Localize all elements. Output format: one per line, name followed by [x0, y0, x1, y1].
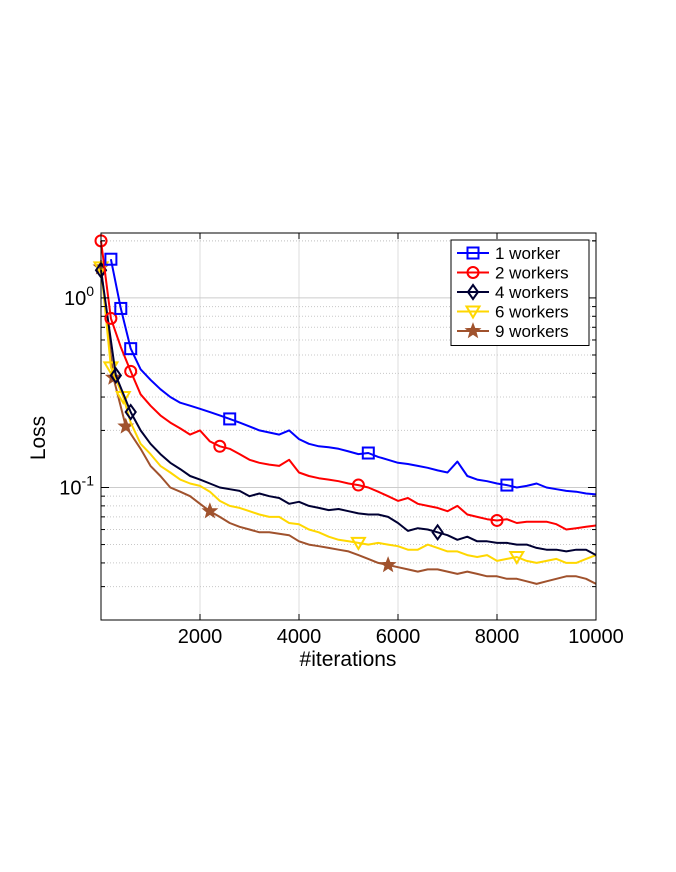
data-point-marker — [466, 283, 480, 301]
legend-label: 4 workers — [495, 283, 569, 302]
data-point-marker — [490, 513, 504, 527]
y-axis-label: Loss — [27, 416, 50, 460]
data-point-marker — [124, 403, 137, 421]
series-2-workers — [94, 234, 597, 531]
legend-entry: 2 workers — [457, 264, 569, 283]
legend-label: 1 worker — [495, 244, 561, 263]
legend-entry: 9 workers — [457, 322, 569, 341]
data-point-marker — [464, 305, 482, 320]
data-point-marker — [124, 342, 138, 356]
data-point-marker — [361, 446, 375, 460]
data-point-marker — [124, 364, 138, 378]
legend-label: 2 workers — [495, 264, 569, 283]
data-point-marker — [109, 366, 123, 385]
series-line — [100, 270, 597, 556]
data-point-marker — [104, 368, 122, 385]
x-tick-label: 8000 — [475, 626, 520, 648]
data-point-marker — [114, 301, 128, 315]
series-line — [100, 240, 597, 531]
data-point-marker — [431, 523, 444, 542]
legend-entry: 4 workers — [457, 283, 569, 302]
data-point-marker — [223, 412, 237, 426]
tick-labels: 2000 4000 6000 8000 10000 100 10-1 — [59, 283, 624, 648]
axes — [100, 232, 597, 621]
data-point-marker — [508, 550, 526, 565]
data-point-marker — [201, 502, 219, 519]
series-line — [109, 259, 597, 496]
series-line — [100, 267, 597, 585]
legend-entry: 6 workers — [457, 303, 569, 322]
data-point-marker — [104, 311, 118, 325]
data-point-marker — [213, 439, 227, 453]
data-point-marker — [466, 246, 480, 260]
data-point-marker — [500, 478, 514, 492]
legend-entry: 1 worker — [457, 244, 561, 263]
data-point-marker — [466, 266, 480, 279]
plot-frame — [100, 232, 597, 621]
x-axis-label: #iterations — [300, 648, 397, 671]
series-layer — [92, 234, 597, 585]
data-point-marker — [104, 252, 118, 266]
x-tick-label: 6000 — [376, 626, 421, 648]
series-1-worker — [104, 252, 597, 496]
legend-label: 9 workers — [495, 322, 569, 341]
legend-label: 6 workers — [495, 303, 569, 322]
data-point-marker — [350, 536, 367, 551]
y-tick-label: 100 — [64, 283, 94, 310]
data-point-marker — [464, 322, 482, 339]
data-point-marker — [379, 556, 397, 573]
x-tick-label: 10000 — [568, 626, 624, 648]
x-tick-label: 2000 — [178, 626, 223, 648]
y-tick-label: 10-1 — [59, 472, 94, 499]
data-point-marker — [351, 478, 365, 492]
x-tick-label: 4000 — [277, 626, 322, 648]
